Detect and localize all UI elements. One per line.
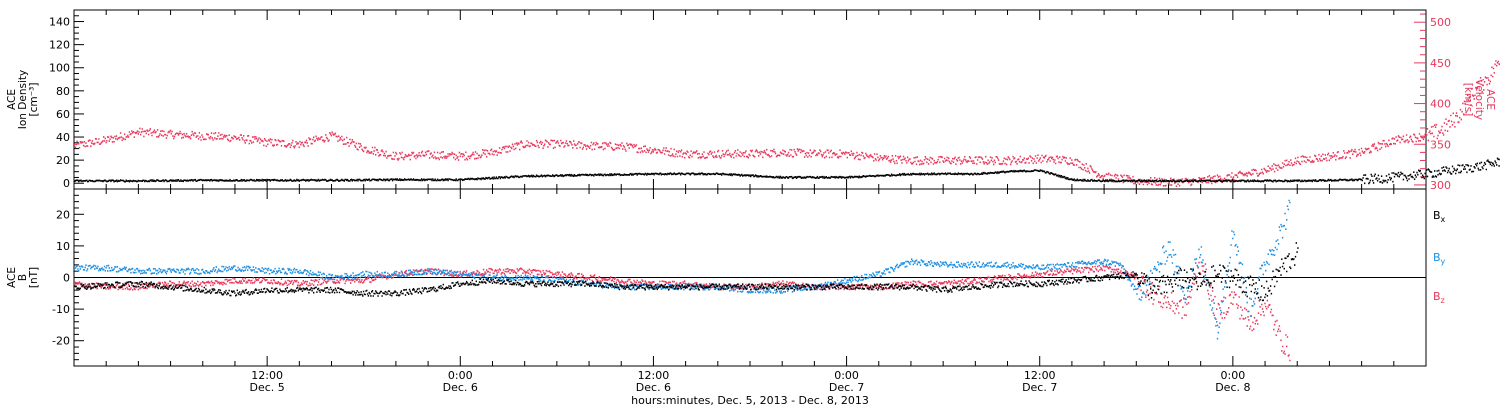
density-series-trace [74, 157, 1500, 185]
legend-Bx: Bx [1433, 209, 1446, 224]
by-series [74, 199, 1291, 340]
density-axis-title-line: Ion Density [17, 70, 29, 129]
x-tick-time-label: 12:00 [251, 369, 283, 382]
x-axis-title: hours:minutes, Dec. 5, 2013 - Dec. 8, 20… [631, 394, 869, 407]
bx-series-trace [74, 242, 1299, 302]
bfield-tick-label: 0 [63, 272, 70, 285]
density-axis-title-line: [cm⁻³] [28, 83, 40, 117]
x-tick-time-label: 12:00 [1024, 369, 1056, 382]
density-tick-label: 120 [49, 39, 70, 52]
legend-Bx-sub: x [1441, 215, 1446, 224]
x-tick-date-label: Dec. 7 [829, 381, 864, 394]
bfield-axis-title-line: [nT] [28, 267, 40, 288]
x-tick-date-label: Dec. 6 [443, 381, 478, 394]
bfield-tick-label: 10 [56, 240, 70, 253]
velocity-series-trace [74, 60, 1500, 187]
legend-By-main: B [1433, 251, 1441, 264]
density-series [74, 157, 1500, 185]
density-tick-label: 20 [56, 154, 70, 167]
velocity-tick-label: 300 [1430, 179, 1451, 192]
bfield-tick-label: -20 [52, 335, 70, 348]
data-series [74, 60, 1500, 362]
velocity-axis-title-line: ACE [1484, 89, 1496, 110]
x-tick-time-label: 12:00 [638, 369, 670, 382]
x-tick-date-label: Dec. 5 [250, 381, 285, 394]
top-panel-frame [73, 9, 1427, 190]
bfield-tick-label: 20 [56, 208, 70, 221]
velocity-axis-title-line: Velocity [1473, 79, 1485, 120]
velocity-series [74, 60, 1500, 187]
x-tick-time-label: 0:00 [448, 369, 473, 382]
velocity-tick-label: 350 [1430, 138, 1451, 151]
velocity-tick-label: 500 [1430, 16, 1451, 29]
velocity-tick-label: 450 [1430, 57, 1451, 70]
density-tick-label: 100 [49, 62, 70, 75]
x-tick-time-label: 0:00 [834, 369, 859, 382]
axis-labels: 020406080100120140300350400450500-20-100… [6, 16, 1496, 407]
legend-Bz-sub: z [1441, 296, 1445, 305]
density-tick-label: 140 [49, 16, 70, 29]
density-tick-label: 80 [56, 85, 70, 98]
bfield-axis-title-line: B [17, 274, 29, 281]
velocity-axis-title-line: [km/s] [1462, 83, 1474, 117]
x-tick-date-label: Dec. 6 [636, 381, 671, 394]
x-tick-date-label: Dec. 8 [1215, 381, 1250, 394]
density-tick-label: 0 [63, 177, 70, 190]
x-tick-time-label: 0:00 [1221, 369, 1246, 382]
bfield-axis-title-line: ACE [6, 267, 18, 288]
legend-Bz-main: B [1433, 290, 1441, 303]
bfield-axis-title: ACE B [nT] [6, 267, 40, 288]
x-tick-date-label: Dec. 7 [1022, 381, 1057, 394]
legend-By: By [1433, 251, 1446, 266]
legend-Bx-main: B [1433, 209, 1441, 222]
bx-series [74, 242, 1299, 302]
legend-By-sub: y [1441, 257, 1446, 266]
bfield-tick-label: -10 [52, 303, 70, 316]
density-tick-label: 40 [56, 131, 70, 144]
velocity-tick-label: 400 [1430, 98, 1451, 111]
density-tick-label: 60 [56, 108, 70, 121]
density-axis-title: ACE Ion Density [cm⁻³] [6, 70, 40, 129]
axis-ticks [73, 10, 1427, 366]
density-axis-title-line: ACE [6, 89, 18, 110]
by-series-trace [74, 199, 1291, 340]
legend-Bz: Bz [1433, 290, 1445, 305]
